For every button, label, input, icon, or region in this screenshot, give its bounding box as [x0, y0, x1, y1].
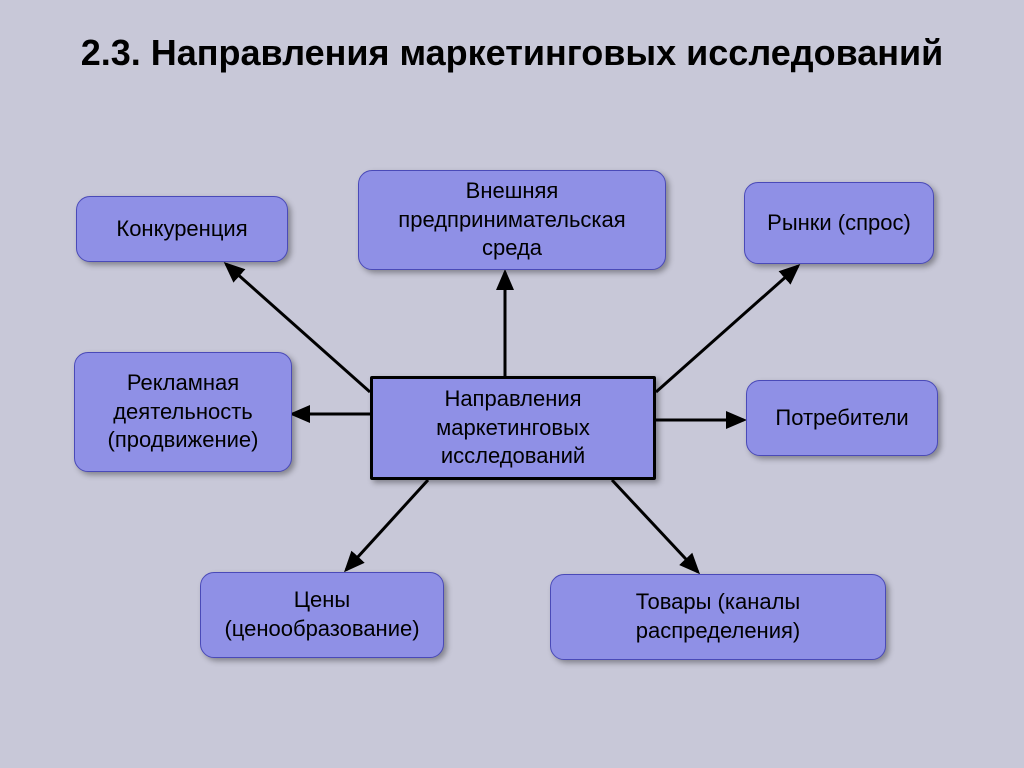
node-goods: Товары (каналы распределения)	[550, 574, 886, 660]
node-markets: Рынки (спрос)	[744, 182, 934, 264]
node-label: Цены (ценообразование)	[213, 586, 431, 643]
node-label: Конкуренция	[116, 215, 247, 244]
page-title: 2.3. Направления маркетинговых исследова…	[0, 30, 1024, 77]
node-env: Внешняя предпринимательская среда	[358, 170, 666, 270]
node-prices: Цены (ценообразование)	[200, 572, 444, 658]
node-label: Потребители	[775, 404, 908, 433]
node-label: Внешняя предпринимательская среда	[371, 177, 653, 263]
node-label: Направления маркетинговых исследований	[385, 385, 641, 471]
node-consumers: Потребители	[746, 380, 938, 456]
node-label: Товары (каналы распределения)	[563, 588, 873, 645]
node-label: Рекламная деятельность (продвижение)	[87, 369, 279, 455]
node-label: Рынки (спрос)	[767, 209, 911, 238]
node-center: Направления маркетинговых исследований	[370, 376, 656, 480]
node-promo: Рекламная деятельность (продвижение)	[74, 352, 292, 472]
node-compet: Конкуренция	[76, 196, 288, 262]
